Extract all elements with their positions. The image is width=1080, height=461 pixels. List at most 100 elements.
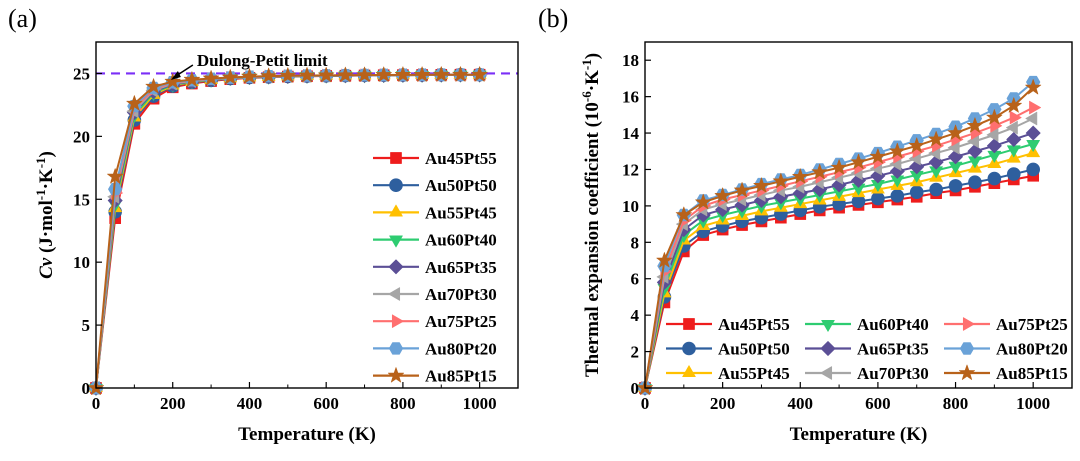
legend-label: Au45Pt55 [718, 315, 790, 334]
legend-label: Au70Pt30 [425, 285, 497, 304]
data-point [967, 143, 983, 159]
legend-item: Au55Pt45 [666, 364, 790, 383]
panel-label: (a) [8, 4, 37, 33]
legend-label: Au55Pt45 [425, 203, 497, 222]
data-point [1025, 111, 1038, 126]
data-point [107, 168, 124, 184]
plot-frame [95, 41, 519, 389]
legend-marker [962, 317, 975, 331]
legend-label: Au60Pt40 [857, 315, 929, 334]
data-point [241, 68, 258, 84]
panel-label: (b) [538, 4, 568, 33]
data-point [452, 66, 469, 82]
series-line [95, 73, 480, 389]
legend-marker [958, 364, 976, 380]
y-tick-label: 14 [622, 124, 640, 143]
data-point [183, 71, 200, 87]
legend-label: Au85Pt15 [425, 367, 497, 386]
y-tick-label: 25 [73, 64, 90, 83]
y-tick-label: 8 [631, 233, 640, 252]
data-point [1009, 110, 1022, 125]
data-point [871, 191, 885, 206]
legend-label: Au50Pt50 [718, 340, 790, 359]
panel-a: (a) 0 200 400 600 800 1000 0 5 10 15 20 25 Temperatur… [8, 4, 519, 445]
data-point [928, 154, 944, 170]
x-tick-label: 1000 [1016, 394, 1050, 413]
x-tick-label: 400 [237, 394, 263, 413]
data-point [260, 67, 277, 83]
data-point [714, 187, 731, 203]
data-point [279, 67, 296, 83]
series-line [95, 73, 480, 389]
series-line [95, 73, 480, 389]
legend-label: Au80Pt20 [996, 340, 1068, 359]
x-tick-label: 800 [390, 394, 416, 413]
data-point [792, 168, 809, 184]
series-line [95, 73, 480, 389]
data-point [986, 138, 1002, 154]
annotation-arrow-head [170, 71, 181, 81]
legend-marker [389, 204, 403, 217]
y-axis-title: Thermal expansion coefficient (10-6·K-1) [579, 53, 604, 377]
data-point [890, 189, 905, 203]
y-tick-label: 2 [631, 343, 640, 362]
data-point [909, 185, 924, 200]
data-point [375, 66, 392, 82]
data-point [203, 70, 220, 86]
legend-item: Au60Pt40 [373, 231, 497, 250]
legend-item: Au60Pt40 [805, 315, 929, 334]
legend-marker [388, 287, 401, 301]
data-point [1005, 97, 1022, 113]
data-point [337, 66, 354, 83]
data-point [1025, 125, 1041, 141]
data-point [948, 179, 963, 193]
legend-item: Au70Pt30 [805, 364, 929, 383]
legend-marker [682, 341, 696, 356]
y-axis-title: Cv (J·mol-1·K-1) [33, 151, 58, 279]
data-point [929, 182, 943, 197]
y-tick-label: 0 [631, 379, 640, 398]
legend-item: Au75Pt25 [944, 315, 1068, 334]
data-point [966, 117, 983, 133]
series-Au85Pt15 [636, 79, 1042, 395]
data-point [947, 124, 964, 140]
data-point [433, 66, 450, 82]
y-tick-label: 10 [622, 197, 639, 216]
y-tick-label: 0 [82, 379, 91, 398]
legend-marker [389, 178, 403, 192]
data-point [471, 66, 488, 82]
legend-item: Au65Pt35 [373, 258, 497, 277]
legend-marker [387, 367, 405, 383]
legend: Au45Pt55 Au50Pt50 Au55Pt45 Au60Pt40 Au65Pt35… [373, 149, 497, 386]
data-point [811, 163, 828, 180]
y-tick-label: 16 [622, 88, 639, 107]
legend-label: Au45Pt55 [425, 149, 497, 168]
legend-marker [820, 366, 833, 380]
legend-item: Au85Pt15 [944, 364, 1068, 383]
legend-label: Au55Pt45 [718, 364, 790, 383]
series-line [95, 73, 480, 389]
data-point [928, 131, 945, 147]
x-tick-label: 200 [710, 394, 736, 413]
data-point [1026, 162, 1040, 177]
data-point [414, 66, 431, 82]
legend-label: Au75Pt25 [996, 315, 1068, 334]
data-point [394, 66, 411, 82]
data-point [908, 137, 925, 153]
x-tick-label: 800 [943, 394, 969, 413]
legend-item: Au50Pt50 [373, 176, 497, 195]
legend-item: Au70Pt30 [373, 285, 497, 304]
legend-label: Au60Pt40 [425, 231, 497, 250]
series-line [95, 73, 480, 389]
data-point [850, 153, 867, 170]
data-point [1006, 120, 1018, 135]
y-tick-label: 10 [73, 253, 90, 272]
legend-marker [388, 259, 404, 275]
x-axis-title: Temperature (K) [790, 424, 928, 445]
x-tick-label: 0 [641, 394, 650, 413]
series-line [95, 73, 480, 389]
legend-item: Au85Pt15 [373, 367, 497, 386]
data-point [145, 78, 162, 94]
x-axis-title: Temperature (K) [238, 424, 376, 445]
